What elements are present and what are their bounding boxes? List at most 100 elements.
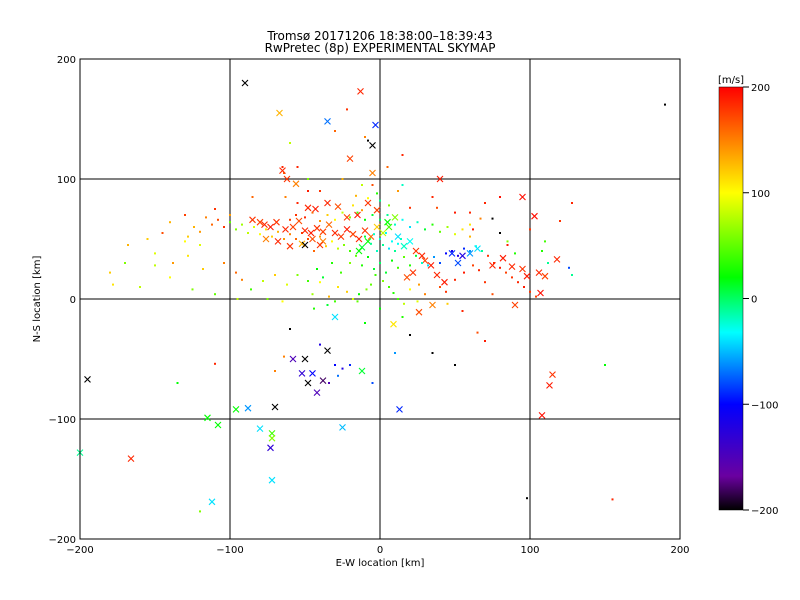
data-point-x [499, 254, 507, 262]
data-point-dot [319, 235, 321, 238]
data-point-dot [365, 288, 368, 291]
data-point-dot [481, 250, 483, 252]
y-tick-label: 200 [57, 55, 76, 66]
data-point-dot [286, 283, 288, 286]
data-point-dot [352, 204, 354, 207]
data-point-x [531, 212, 538, 220]
data-point-dot [341, 211, 344, 214]
data-point-dot [392, 292, 395, 294]
colorbar-tick-label: −100 [751, 400, 778, 411]
data-point-x [538, 412, 546, 419]
data-point-dot [469, 211, 471, 214]
data-point-dot [517, 281, 519, 284]
data-point-dot [289, 218, 291, 221]
data-point-dot [454, 278, 456, 281]
data-point-dot [161, 232, 164, 234]
data-point-dot [409, 334, 411, 336]
data-point-dot [328, 382, 330, 384]
data-point-dot [112, 283, 114, 286]
data-point-dot [202, 268, 204, 270]
data-point-x [274, 238, 282, 245]
x-axis-ticks: −200 −100 0 100 200 [66, 59, 690, 556]
data-point-dot [361, 264, 363, 267]
data-point-dot [511, 276, 513, 279]
data-point-dot [376, 192, 378, 195]
data-point-x [346, 155, 354, 162]
data-point-x [241, 79, 249, 87]
data-point-dot [223, 226, 225, 228]
data-point-dot [664, 103, 666, 106]
data-point-dot [313, 250, 315, 252]
data-point-dot [526, 497, 528, 500]
data-point-dot [250, 288, 252, 291]
data-point-dot [311, 211, 314, 214]
data-point-dot [382, 244, 384, 246]
chart-title: Tromsø 20171206 18:38:00–18:39:43 [266, 29, 492, 43]
data-point-x [325, 221, 333, 228]
data-point-dot [611, 498, 614, 501]
data-point-dot [355, 254, 357, 257]
data-point-dot [295, 238, 297, 240]
data-point-dot [484, 202, 486, 204]
x-tick-label: −200 [66, 545, 93, 556]
data-point-x [549, 371, 556, 378]
data-point-x [412, 247, 420, 255]
data-point-x [262, 235, 270, 243]
data-point-dot [397, 190, 399, 192]
data-point-dot [367, 197, 369, 200]
data-point-dot [235, 271, 237, 274]
data-point-dot [154, 264, 156, 267]
data-point-dot [334, 364, 336, 366]
data-point-dot [283, 355, 285, 358]
data-point-dot [424, 293, 426, 296]
data-point-dot [514, 252, 516, 255]
data-point-x [373, 223, 381, 231]
data-point-dot [446, 302, 449, 305]
data-point-dot [211, 223, 213, 226]
data-point-dot [127, 244, 129, 246]
data-point-dot [454, 211, 456, 214]
data-point-dot [499, 232, 501, 234]
data-point-dot [235, 228, 237, 231]
data-point-x [334, 203, 342, 210]
data-point-dot [436, 206, 438, 209]
data-point-x [313, 224, 321, 232]
data-point-x [546, 382, 553, 389]
data-point-dot [568, 266, 570, 269]
data-point-dot [253, 226, 255, 228]
data-point-dot [109, 271, 111, 274]
data-point-x [268, 476, 276, 484]
data-point-dot [176, 382, 179, 384]
data-point-dot [445, 252, 447, 255]
data-point-dot [409, 288, 411, 291]
data-point-x [256, 425, 264, 432]
data-point-x [319, 377, 327, 384]
data-point-dot [346, 290, 348, 293]
data-point-x [312, 205, 319, 213]
data-point-dot [403, 256, 405, 258]
data-point-x [372, 121, 379, 129]
data-point-dot [491, 293, 494, 296]
data-point-dot [337, 374, 339, 377]
data-point-dot [457, 254, 459, 257]
data-point-x [436, 175, 444, 183]
data-point-x [508, 263, 516, 270]
data-point-dot [361, 209, 363, 212]
data-point-dot [439, 262, 441, 264]
data-point-dot [187, 235, 189, 238]
data-point-dot [427, 264, 429, 267]
data-point-x [358, 367, 366, 375]
data-point-dot [241, 278, 243, 281]
data-point-dot [439, 286, 441, 288]
data-point-x [273, 218, 280, 226]
colorbar-ticks: 200 100 0 −100 −200 [743, 83, 778, 517]
data-point-dot [374, 274, 377, 276]
data-point-dot [371, 184, 374, 186]
colorbar-tick-label: 100 [751, 189, 770, 200]
data-point-dot [454, 364, 456, 366]
data-point-dot [394, 352, 396, 354]
data-point-dot [274, 274, 276, 276]
data-point-dot [370, 283, 372, 286]
data-point-dot [388, 204, 390, 207]
